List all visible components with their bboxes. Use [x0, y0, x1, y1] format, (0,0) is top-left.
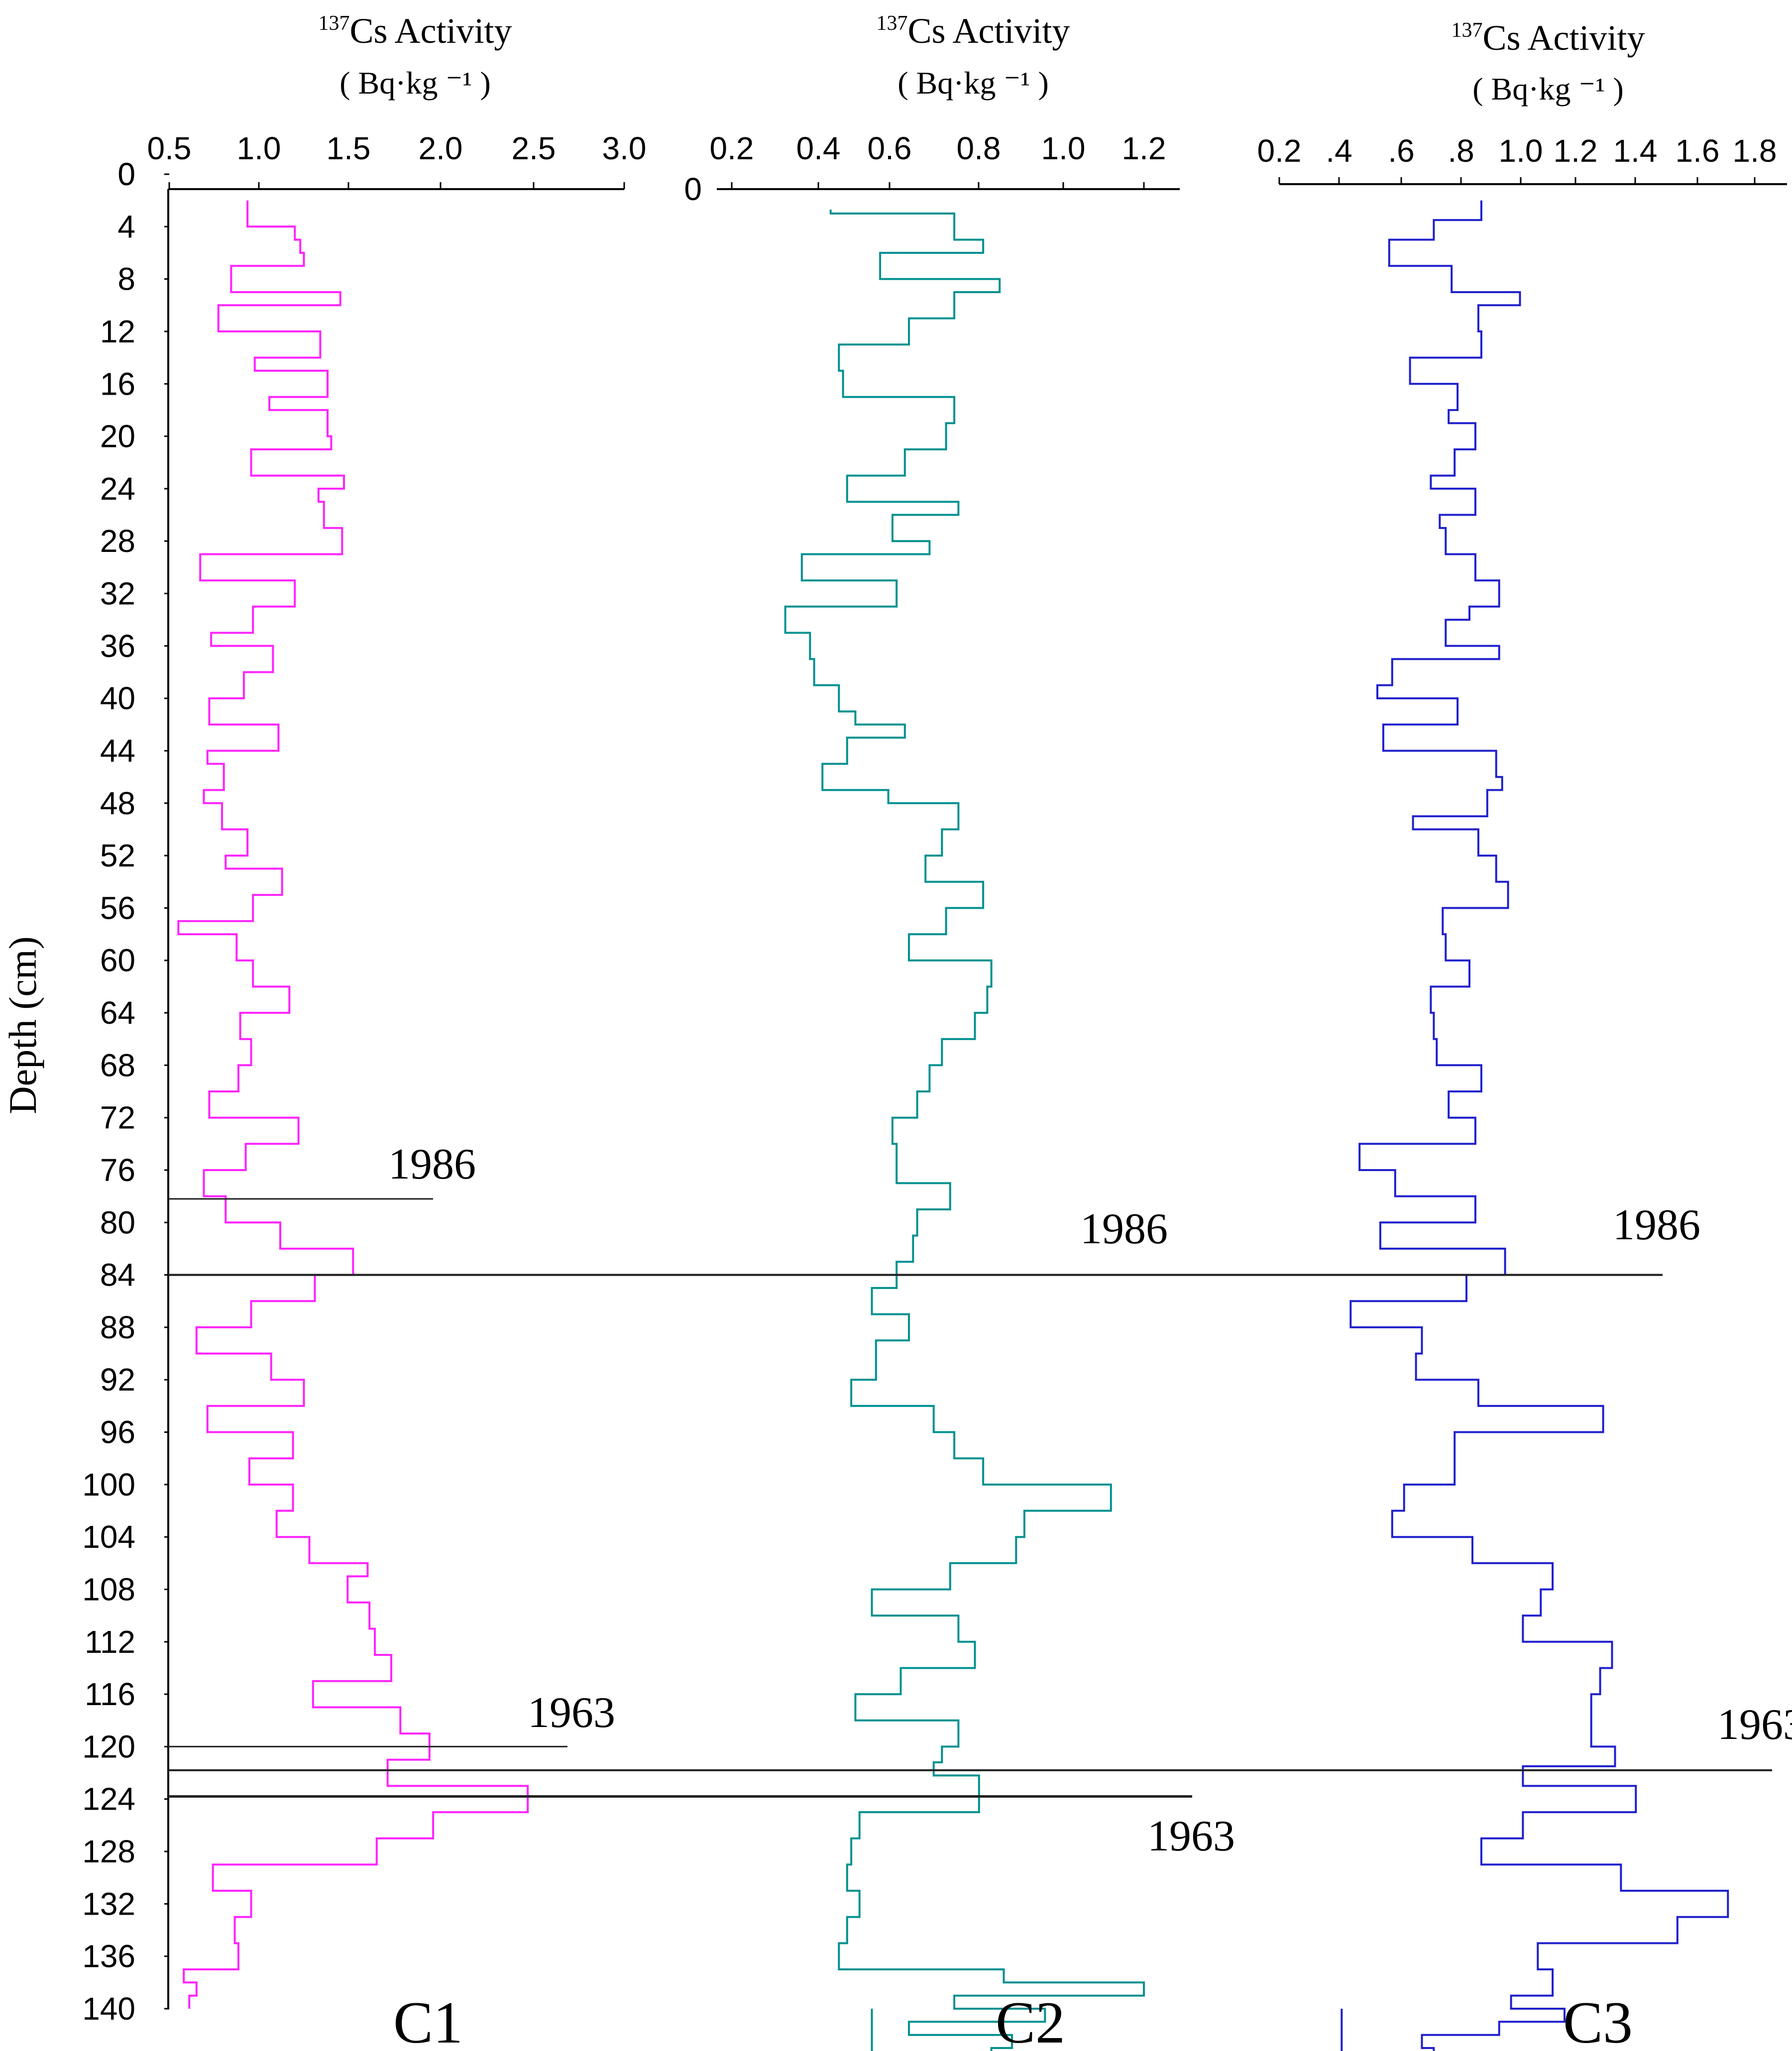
- core-label-c1: C1: [393, 1989, 463, 2051]
- year-marker-label-1963: 1963: [1717, 1701, 1792, 1749]
- profile-line-c1: [177, 200, 529, 2009]
- y-tick-label: 40: [100, 680, 135, 716]
- core-label-c3: C3: [1563, 1989, 1633, 2051]
- y-tick-label: 20: [100, 419, 135, 454]
- panel-title-superscript: 137: [318, 12, 349, 35]
- panel-c1: 137Cs Activity ( Bq·kg ⁻¹ ) 0.5 1.0 1.5 2.0 2.…: [117, 11, 646, 2051]
- x-tick-label: 1.0: [1499, 133, 1543, 169]
- y-tick-label: 52: [100, 838, 135, 873]
- panel-units: ( Bq·kg ⁻¹ ): [897, 65, 1049, 101]
- y-tick-label: 12: [100, 314, 135, 349]
- core-label-c2: C2: [996, 1989, 1065, 2051]
- x-tick-label: 1.0: [237, 130, 281, 166]
- y-tick-label: 28: [100, 523, 135, 559]
- x-tick-label: .8: [1448, 133, 1474, 169]
- x-tick-label: 1.8: [1733, 133, 1777, 169]
- y-tick-label: 104: [82, 1519, 135, 1555]
- y-tick-label: 96: [100, 1414, 135, 1450]
- year-marker-label-1986: 1986: [388, 1140, 476, 1188]
- x-tick-label: .4: [1326, 133, 1352, 169]
- panel-c3: 137Cs Activity ( Bq·kg ⁻¹ ) 0.2 .4 .6 .8 1.0 1.…: [168, 18, 1792, 2051]
- y-tick-label: 48: [100, 785, 135, 821]
- core-panels: 137Cs Activity( Bq·kg ⁻¹ )0.5 1.0 1.5 2.0 2.…: [117, 11, 1792, 2051]
- y-tick-label: 32: [100, 576, 135, 612]
- year-marker-label-1986: 1986: [1080, 1205, 1168, 1253]
- x-tick-label: 0.2: [710, 130, 754, 166]
- x-tick-label: 0.5: [147, 130, 192, 166]
- year-marker-label-1986: 1986: [1613, 1201, 1700, 1249]
- x-tick-label: 1.2: [1122, 130, 1166, 166]
- panel-title-superscript: 137: [876, 12, 907, 35]
- panel-units: ( Bq·kg ⁻¹ ): [1472, 71, 1624, 107]
- y-tick-label: 132: [82, 1886, 135, 1922]
- y-tick-label: 76: [100, 1152, 135, 1188]
- y-tick-label: 116: [85, 1676, 135, 1712]
- y-tick-label: 8: [117, 261, 135, 297]
- profile-line-c3: [1341, 200, 1729, 2051]
- panel-title: 137Cs Activity: [318, 11, 512, 51]
- y-axis-label: Depth (cm): [1, 936, 44, 1114]
- panel-title-text: Cs Activity: [907, 11, 1070, 51]
- y-tick-label: 124: [82, 1781, 135, 1817]
- x-tick-label: 3.0: [602, 130, 647, 166]
- panel-title-text: Cs Activity: [349, 11, 512, 51]
- x-tick-label: .6: [1388, 133, 1414, 169]
- y-tick-label: 64: [100, 995, 135, 1031]
- panel-title: 137Cs Activity: [1451, 18, 1645, 58]
- profile-line-c2: [784, 210, 1145, 2051]
- y-tick-label: 128: [82, 1834, 135, 1869]
- depth-zero-label: 0: [117, 156, 135, 192]
- year-marker-label-1963: 1963: [528, 1689, 615, 1737]
- y-tick-label: 68: [100, 1047, 135, 1083]
- panel-units: ( Bq·kg ⁻¹ ): [339, 65, 491, 101]
- y-tick-label: 56: [100, 890, 135, 926]
- y-tick-label: 24: [100, 471, 135, 507]
- y-tick-label: 60: [100, 943, 135, 978]
- y-tick-label: 36: [100, 628, 135, 664]
- y-tick-label: 108: [82, 1571, 135, 1607]
- depth-zero-label: 0: [684, 171, 702, 207]
- x-tick-label: 1.6: [1676, 133, 1720, 169]
- panel-title: 137Cs Activity: [876, 11, 1070, 51]
- y-tick-label: 72: [100, 1100, 135, 1136]
- y-tick-label: 112: [85, 1624, 135, 1660]
- x-tick-label: 2.5: [512, 130, 556, 166]
- y-tick-label: 92: [100, 1362, 135, 1398]
- x-tick-label: 0.6: [868, 130, 912, 166]
- y-tick-label: 100: [82, 1467, 135, 1503]
- y-tick-label: 120: [82, 1728, 135, 1764]
- x-tick-label: 2.0: [419, 130, 463, 166]
- y-tick-label: 44: [100, 733, 135, 768]
- y-tick-label: 136: [82, 1939, 135, 1974]
- panel-title-superscript: 137: [1451, 19, 1482, 42]
- panel-c2: 137Cs Activity( Bq·kg ⁻¹ )0.2 0.4 0.6 0.8 1.…: [168, 11, 1663, 2051]
- y-tick-label: 88: [100, 1309, 135, 1345]
- x-tick-label: 1.4: [1613, 133, 1658, 169]
- y-tick-label: 80: [100, 1204, 135, 1240]
- x-tick-label: 0.4: [796, 130, 841, 166]
- y-tick-label: 140: [82, 1991, 135, 2027]
- x-tick-label: 1.0: [1041, 130, 1086, 166]
- x-tick-label: 1.2: [1554, 133, 1598, 169]
- panel-title-text: Cs Activity: [1482, 18, 1645, 58]
- depth-tick-labels: 0481216202428323640444852566064687276808…: [82, 156, 169, 2027]
- x-tick-label: 1.5: [327, 130, 371, 166]
- year-marker-label-1963: 1963: [1147, 1812, 1235, 1860]
- x-tick-label: 0.8: [957, 130, 1001, 166]
- y-tick-label: 84: [100, 1257, 135, 1293]
- x-tick-label: 0.2: [1257, 133, 1302, 169]
- y-tick-label: 16: [100, 366, 135, 402]
- y-tick-label: 0: [117, 156, 135, 192]
- y-tick-label: 4: [117, 209, 135, 244]
